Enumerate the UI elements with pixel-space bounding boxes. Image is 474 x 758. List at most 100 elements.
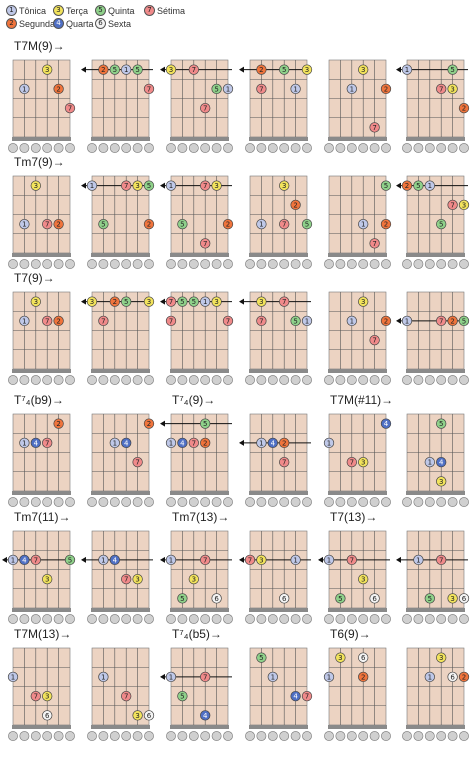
barre-arrow-icon	[160, 298, 165, 305]
open-string-marker	[211, 375, 222, 385]
note-degree-label: 7	[124, 693, 128, 701]
note-marker	[358, 456, 369, 468]
nut-bar	[328, 608, 387, 612]
note-marker	[256, 64, 267, 75]
open-string-marker	[177, 143, 188, 153]
note-degree-label: 1	[11, 673, 15, 681]
open-string-marker	[30, 731, 41, 741]
note-degree-label: 5	[192, 298, 196, 306]
note-degree-label: 3	[305, 66, 309, 74]
open-string-marker	[144, 614, 154, 624]
open-string-marker	[413, 375, 424, 385]
note-degree-label: 2	[462, 673, 466, 681]
note-degree-label: 3	[45, 693, 49, 701]
note-marker	[301, 315, 313, 327]
nut-bar	[406, 369, 465, 373]
legend-dot-icon: 5	[95, 5, 106, 16]
open-string-marker	[42, 614, 53, 624]
note-marker	[86, 296, 98, 307]
note-marker	[98, 554, 109, 566]
open-string-marker	[53, 614, 64, 624]
note-degree-label: 3	[135, 182, 139, 190]
note-degree-label: 5	[68, 556, 72, 564]
open-string-marker	[369, 259, 380, 269]
note-degree-label: 5	[101, 221, 105, 229]
barre-arrow-icon	[81, 298, 86, 305]
open-string-marker	[8, 497, 18, 507]
note-marker	[279, 593, 290, 604]
note-degree-label: 7	[350, 556, 354, 564]
note-marker	[165, 180, 177, 191]
open-string-marker	[223, 259, 233, 269]
note-marker	[436, 315, 447, 327]
note-degree-label: 6	[282, 595, 287, 603]
note-degree-label: 1	[90, 182, 94, 190]
note-degree-label: 5	[338, 595, 342, 603]
note-marker	[358, 64, 369, 75]
open-string-marker	[358, 375, 369, 385]
open-string-marker	[267, 375, 278, 385]
note-marker	[279, 218, 290, 230]
note-marker	[19, 554, 30, 566]
note-marker	[200, 238, 211, 249]
open-string-marker	[200, 143, 211, 153]
note-marker	[256, 315, 267, 327]
note-marker	[279, 437, 290, 449]
nut-bar	[91, 608, 150, 612]
note-marker	[165, 671, 177, 683]
chord-name-label: T6(9)→	[330, 627, 371, 641]
note-degree-label: 3	[361, 459, 365, 467]
open-string-marker	[256, 259, 267, 269]
open-string-marker	[436, 143, 447, 153]
note-marker	[165, 296, 177, 307]
open-string-marker	[200, 375, 211, 385]
open-string-marker	[346, 375, 357, 385]
note-marker	[369, 334, 380, 346]
open-string-marker	[166, 497, 176, 507]
note-marker	[335, 593, 346, 604]
note-marker	[323, 671, 335, 683]
note-marker	[211, 593, 222, 604]
nut-bar	[406, 253, 465, 257]
nut-bar	[328, 491, 387, 495]
note-degree-label: 3	[90, 298, 94, 306]
note-marker	[132, 64, 143, 75]
open-string-marker	[98, 143, 109, 153]
open-string-marker	[8, 143, 18, 153]
open-string-marker	[369, 497, 380, 507]
nut-bar	[170, 491, 229, 495]
note-degree-label: 7	[192, 66, 196, 74]
note-marker	[380, 83, 392, 95]
chord-name-label: T7M(13)→	[14, 627, 71, 641]
open-string-marker	[290, 143, 301, 153]
barre-arrow-icon	[81, 182, 86, 189]
note-marker	[177, 296, 188, 307]
note-degree-label: 7	[372, 124, 376, 132]
note-degree-label: 7	[45, 317, 49, 325]
note-degree-label: 5	[147, 182, 151, 190]
legend-label: Segunda	[19, 18, 56, 29]
open-string-marker	[324, 497, 334, 507]
barre-arrow-icon	[239, 556, 244, 563]
open-string-marker	[98, 375, 109, 385]
open-string-marker	[87, 614, 97, 624]
note-degree-label: 7	[350, 459, 354, 467]
note-marker	[200, 180, 211, 191]
open-string-marker	[279, 375, 290, 385]
note-degree-label: 7	[203, 556, 207, 564]
open-string-marker	[166, 731, 176, 741]
note-degree-label: 5	[384, 182, 388, 190]
note-marker	[30, 690, 41, 702]
note-degree-label: 4	[203, 712, 208, 720]
note-marker	[165, 315, 177, 327]
barre-arrow-icon	[160, 556, 165, 563]
open-string-marker	[144, 143, 154, 153]
note-degree-label: 2	[203, 439, 207, 447]
open-string-marker	[369, 143, 380, 153]
note-marker	[177, 690, 188, 702]
open-string-marker	[132, 143, 143, 153]
open-string-marker	[200, 497, 211, 507]
nut-bar	[249, 369, 308, 373]
open-string-marker	[19, 497, 30, 507]
note-degree-label: 1	[327, 673, 331, 681]
